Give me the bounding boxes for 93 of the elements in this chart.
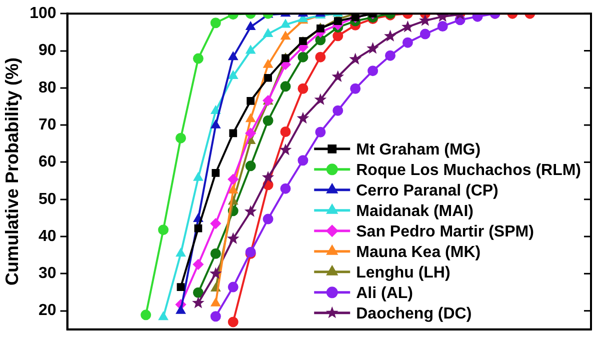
y-tick-label: 30 xyxy=(38,265,56,282)
point xyxy=(280,31,290,40)
point xyxy=(246,46,256,54)
point xyxy=(332,70,344,82)
point xyxy=(210,311,221,322)
point xyxy=(176,283,185,291)
legend-label: Lenghu (LH) xyxy=(356,264,450,282)
point xyxy=(262,115,274,126)
point xyxy=(332,105,344,116)
legend-label: Ali (AL) xyxy=(356,284,413,302)
point xyxy=(228,174,238,185)
point xyxy=(245,128,256,138)
point xyxy=(298,83,308,94)
legend-label: Mt Graham (MG) xyxy=(356,141,481,158)
point xyxy=(210,248,221,259)
point xyxy=(246,96,255,105)
point xyxy=(402,20,414,32)
y-tick-label: 70 xyxy=(38,116,56,134)
point xyxy=(228,52,238,60)
point xyxy=(158,224,169,236)
y-tick-label: 90 xyxy=(38,42,56,60)
legend-label: Daocheng (DC) xyxy=(356,305,472,322)
point xyxy=(263,28,273,38)
point xyxy=(315,52,326,62)
point xyxy=(176,132,186,144)
point xyxy=(210,218,221,229)
point xyxy=(280,81,291,92)
point xyxy=(420,28,430,40)
point xyxy=(176,248,186,257)
point xyxy=(298,52,308,62)
point xyxy=(192,287,204,298)
point xyxy=(209,267,222,279)
point xyxy=(316,24,324,32)
point xyxy=(194,224,202,232)
point xyxy=(350,83,361,94)
y-tick-label: 40 xyxy=(38,228,56,245)
point xyxy=(280,19,290,28)
point xyxy=(211,120,220,128)
point xyxy=(314,93,327,106)
point xyxy=(226,232,240,244)
point xyxy=(263,60,273,68)
legend-label: Mauna Kea (MK) xyxy=(356,244,481,261)
point xyxy=(368,66,378,76)
point xyxy=(228,282,238,292)
point xyxy=(384,50,396,61)
y-tick-label: 100 xyxy=(30,5,56,22)
y-tick-label: 20 xyxy=(38,302,56,320)
point xyxy=(228,70,238,80)
point xyxy=(262,214,274,224)
point xyxy=(315,126,326,138)
legend-label: Cerro Paranal (CP) xyxy=(356,182,498,200)
point xyxy=(298,155,308,166)
point xyxy=(280,183,291,194)
point xyxy=(245,160,256,172)
y-axis-title: Cumulative Probability (%) xyxy=(2,57,22,286)
point xyxy=(229,129,238,138)
legend-label: Roque Los Muchachos (RLM) xyxy=(356,162,582,179)
point xyxy=(176,306,186,314)
point xyxy=(418,14,432,26)
point xyxy=(210,18,221,28)
point xyxy=(280,126,291,137)
point xyxy=(315,34,326,46)
point xyxy=(192,53,204,64)
point xyxy=(212,169,220,177)
point xyxy=(228,316,238,328)
legend-label: Maidanak (MAI) xyxy=(356,202,474,220)
point xyxy=(158,312,168,320)
point xyxy=(140,310,152,320)
point xyxy=(246,22,256,30)
point xyxy=(264,74,272,82)
point xyxy=(437,20,448,32)
point xyxy=(211,298,220,306)
point xyxy=(332,30,344,42)
point xyxy=(244,205,257,217)
point xyxy=(192,259,204,270)
point xyxy=(194,172,203,181)
point xyxy=(211,106,220,114)
point xyxy=(402,37,413,48)
point xyxy=(279,143,292,156)
point xyxy=(296,112,310,124)
point xyxy=(192,296,204,308)
point xyxy=(262,170,274,183)
point xyxy=(366,42,379,54)
point xyxy=(349,52,362,65)
y-tick-label: 80 xyxy=(38,79,56,96)
point xyxy=(228,185,238,194)
legend-label: San Pedro Martir (SPM) xyxy=(356,223,534,240)
y-tick-label: 60 xyxy=(38,154,56,171)
point xyxy=(472,14,483,22)
point xyxy=(246,114,256,122)
point xyxy=(384,30,396,42)
point xyxy=(334,17,342,25)
y-tick-label: 50 xyxy=(38,190,56,208)
